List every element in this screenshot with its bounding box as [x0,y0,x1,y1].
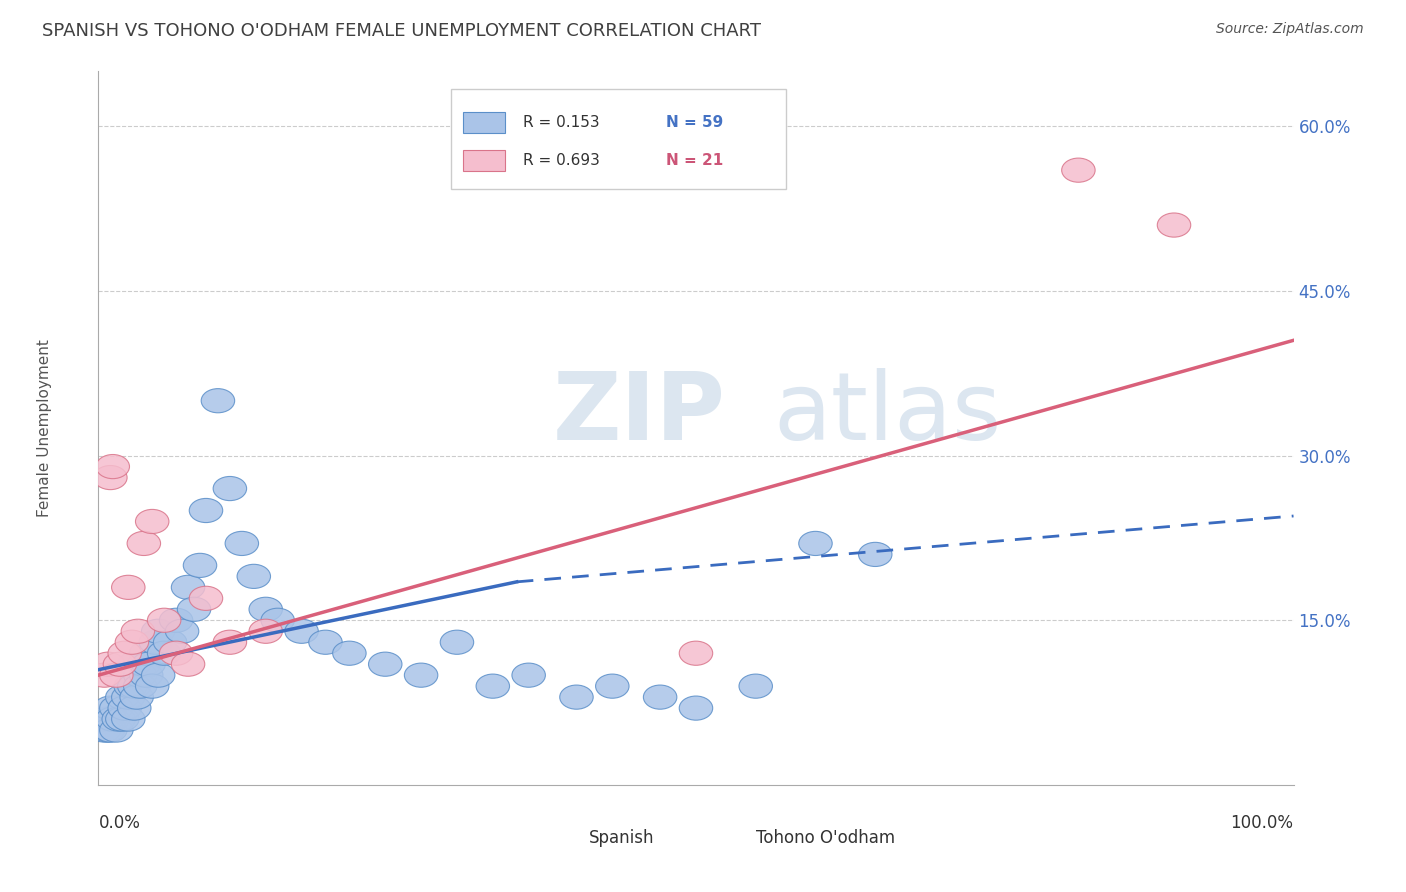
Ellipse shape [249,598,283,622]
Text: 0.0%: 0.0% [98,814,141,831]
Ellipse shape [142,663,174,687]
Text: R = 0.153: R = 0.153 [523,115,599,130]
Ellipse shape [440,630,474,655]
Ellipse shape [129,641,163,665]
Ellipse shape [644,685,676,709]
Ellipse shape [121,619,155,643]
Ellipse shape [111,707,145,731]
FancyBboxPatch shape [451,89,786,189]
Ellipse shape [679,696,713,720]
Ellipse shape [333,641,366,665]
Ellipse shape [118,652,150,676]
Ellipse shape [127,652,160,676]
Ellipse shape [100,718,134,742]
Ellipse shape [90,707,124,731]
Ellipse shape [94,707,127,731]
Text: Source: ZipAtlas.com: Source: ZipAtlas.com [1216,22,1364,37]
Ellipse shape [94,466,127,490]
FancyBboxPatch shape [463,112,505,134]
Ellipse shape [740,674,772,698]
Ellipse shape [129,663,163,687]
Text: N = 21: N = 21 [666,153,723,168]
Ellipse shape [139,630,173,655]
Ellipse shape [87,718,121,742]
Ellipse shape [103,707,135,731]
Ellipse shape [214,476,246,500]
Ellipse shape [111,685,145,709]
Ellipse shape [135,509,169,533]
Ellipse shape [120,685,153,709]
Ellipse shape [111,575,145,599]
Ellipse shape [512,663,546,687]
Ellipse shape [142,619,174,643]
Ellipse shape [127,532,160,556]
Ellipse shape [108,696,142,720]
Ellipse shape [596,674,628,698]
Ellipse shape [560,685,593,709]
Ellipse shape [100,663,134,687]
Ellipse shape [201,389,235,413]
Ellipse shape [159,641,193,665]
Ellipse shape [114,674,148,698]
Ellipse shape [148,608,181,632]
FancyBboxPatch shape [720,830,749,847]
Ellipse shape [124,663,157,687]
Ellipse shape [262,608,294,632]
Ellipse shape [190,586,222,610]
Text: ZIP: ZIP [553,368,725,460]
Text: Tohono O'odham: Tohono O'odham [756,830,894,847]
Ellipse shape [799,532,832,556]
Ellipse shape [477,674,509,698]
Ellipse shape [177,598,211,622]
Ellipse shape [309,630,342,655]
Ellipse shape [108,641,142,665]
Text: N = 59: N = 59 [666,115,723,130]
Ellipse shape [368,652,402,676]
Ellipse shape [148,641,181,665]
Ellipse shape [183,553,217,577]
Ellipse shape [190,499,222,523]
Ellipse shape [166,619,198,643]
Ellipse shape [94,696,127,720]
Text: atlas: atlas [773,368,1002,460]
Ellipse shape [105,685,139,709]
Text: 100.0%: 100.0% [1230,814,1294,831]
Text: R = 0.693: R = 0.693 [523,153,599,168]
Text: SPANISH VS TOHONO O'ODHAM FEMALE UNEMPLOYMENT CORRELATION CHART: SPANISH VS TOHONO O'ODHAM FEMALE UNEMPLO… [42,22,761,40]
Text: Spanish: Spanish [589,830,654,847]
Ellipse shape [115,630,149,655]
Ellipse shape [87,663,121,687]
Ellipse shape [172,652,205,676]
Ellipse shape [238,565,270,589]
Ellipse shape [118,674,150,698]
Ellipse shape [132,652,166,676]
Ellipse shape [118,696,150,720]
Ellipse shape [859,542,891,566]
Ellipse shape [96,455,129,479]
Ellipse shape [153,630,187,655]
Ellipse shape [249,619,283,643]
Text: Female Unemployment: Female Unemployment [37,339,52,517]
Ellipse shape [679,641,713,665]
Ellipse shape [105,707,139,731]
Ellipse shape [100,696,134,720]
Ellipse shape [94,718,127,742]
Ellipse shape [96,707,129,731]
Ellipse shape [405,663,437,687]
Ellipse shape [1062,158,1095,182]
FancyBboxPatch shape [463,150,505,171]
Ellipse shape [91,652,125,676]
Ellipse shape [159,608,193,632]
Ellipse shape [91,718,125,742]
Ellipse shape [124,674,157,698]
Ellipse shape [225,532,259,556]
Ellipse shape [103,652,136,676]
Ellipse shape [214,630,246,655]
Ellipse shape [172,575,205,599]
Ellipse shape [285,619,318,643]
Ellipse shape [135,674,169,698]
FancyBboxPatch shape [553,830,582,847]
Ellipse shape [1157,213,1191,237]
